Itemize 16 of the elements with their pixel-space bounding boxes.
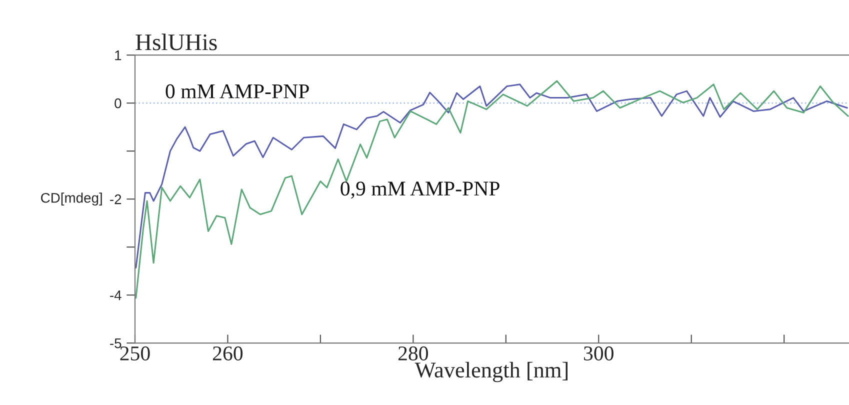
line-series	[135, 80, 849, 299]
series-label: 0 mM AMP-PNP	[166, 84, 309, 98]
y-tick-label: 1	[115, 50, 122, 60]
line-series	[135, 84, 848, 268]
x-tick-label: 250	[120, 346, 150, 360]
y-tick-label: -5	[110, 338, 122, 348]
y-axis-title: CD[mdeg]	[41, 192, 102, 206]
y-tick-label: -4	[110, 290, 122, 300]
x-tick-label: 280	[398, 346, 428, 360]
x-tick-label: 300	[584, 346, 614, 360]
series-label: 0,9 mM AMP-PNP	[340, 182, 500, 199]
y-tick-label: 0	[114, 98, 122, 108]
chart-title: HslUHis	[136, 34, 217, 50]
x-tick-label: 260	[213, 346, 243, 360]
x-axis-title: Wavelength [nm]	[414, 362, 568, 382]
y-tick-label: -2	[110, 194, 122, 204]
